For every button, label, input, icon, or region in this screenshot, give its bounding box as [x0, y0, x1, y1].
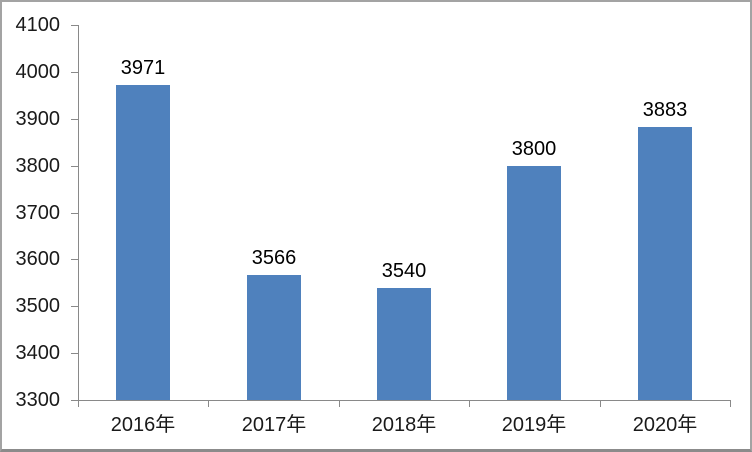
- y-axis-tick: [71, 306, 78, 307]
- bar-2020: [638, 127, 692, 400]
- bar-2017: [247, 275, 301, 400]
- y-axis-tick-label: 3600: [15, 248, 61, 270]
- bar-2016: [116, 85, 170, 400]
- y-axis-tick: [71, 119, 78, 120]
- y-axis-tick-label: 3500: [15, 295, 61, 317]
- bar-2018: [377, 288, 431, 400]
- y-axis-tick: [71, 25, 78, 26]
- y-axis-tick: [71, 166, 78, 167]
- bar-2019: [507, 166, 561, 400]
- bar-value-label: 3540: [381, 260, 427, 282]
- y-axis-tick: [71, 259, 78, 260]
- x-axis-tick: [339, 401, 340, 407]
- x-axis-tick: [208, 401, 209, 407]
- x-axis-tick: [78, 401, 79, 407]
- x-axis-tick-label: 2017年: [241, 414, 307, 436]
- y-axis-tick: [71, 213, 78, 214]
- x-axis-line: [78, 400, 731, 401]
- y-axis-tick-label: 3400: [15, 342, 61, 364]
- y-axis-tick-label: 3700: [15, 202, 61, 224]
- bar-value-label: 3883: [642, 99, 688, 121]
- y-axis-tick-label: 3800: [15, 155, 61, 177]
- x-axis-tick-label: 2018年: [371, 414, 437, 436]
- y-axis-tick: [71, 72, 78, 73]
- y-axis-tick-label: 3900: [15, 108, 61, 130]
- y-axis-line: [78, 25, 79, 406]
- x-axis-tick-label: 2016年: [110, 414, 176, 436]
- y-axis-tick-label: 4000: [15, 61, 61, 83]
- y-axis-tick-label: 4100: [15, 14, 61, 36]
- x-axis-tick-label: 2020年: [632, 414, 698, 436]
- y-axis-tick: [71, 400, 78, 401]
- y-axis-tick: [71, 353, 78, 354]
- bar-value-label: 3800: [511, 138, 557, 160]
- bar-value-label: 3566: [251, 247, 297, 269]
- y-axis-tick-label: 3300: [15, 389, 61, 411]
- bar-value-label: 3971: [120, 57, 166, 79]
- x-axis-tick: [469, 401, 470, 407]
- x-axis-tick-label: 2019年: [501, 414, 567, 436]
- x-axis-tick: [600, 401, 601, 407]
- x-axis-tick: [730, 401, 731, 407]
